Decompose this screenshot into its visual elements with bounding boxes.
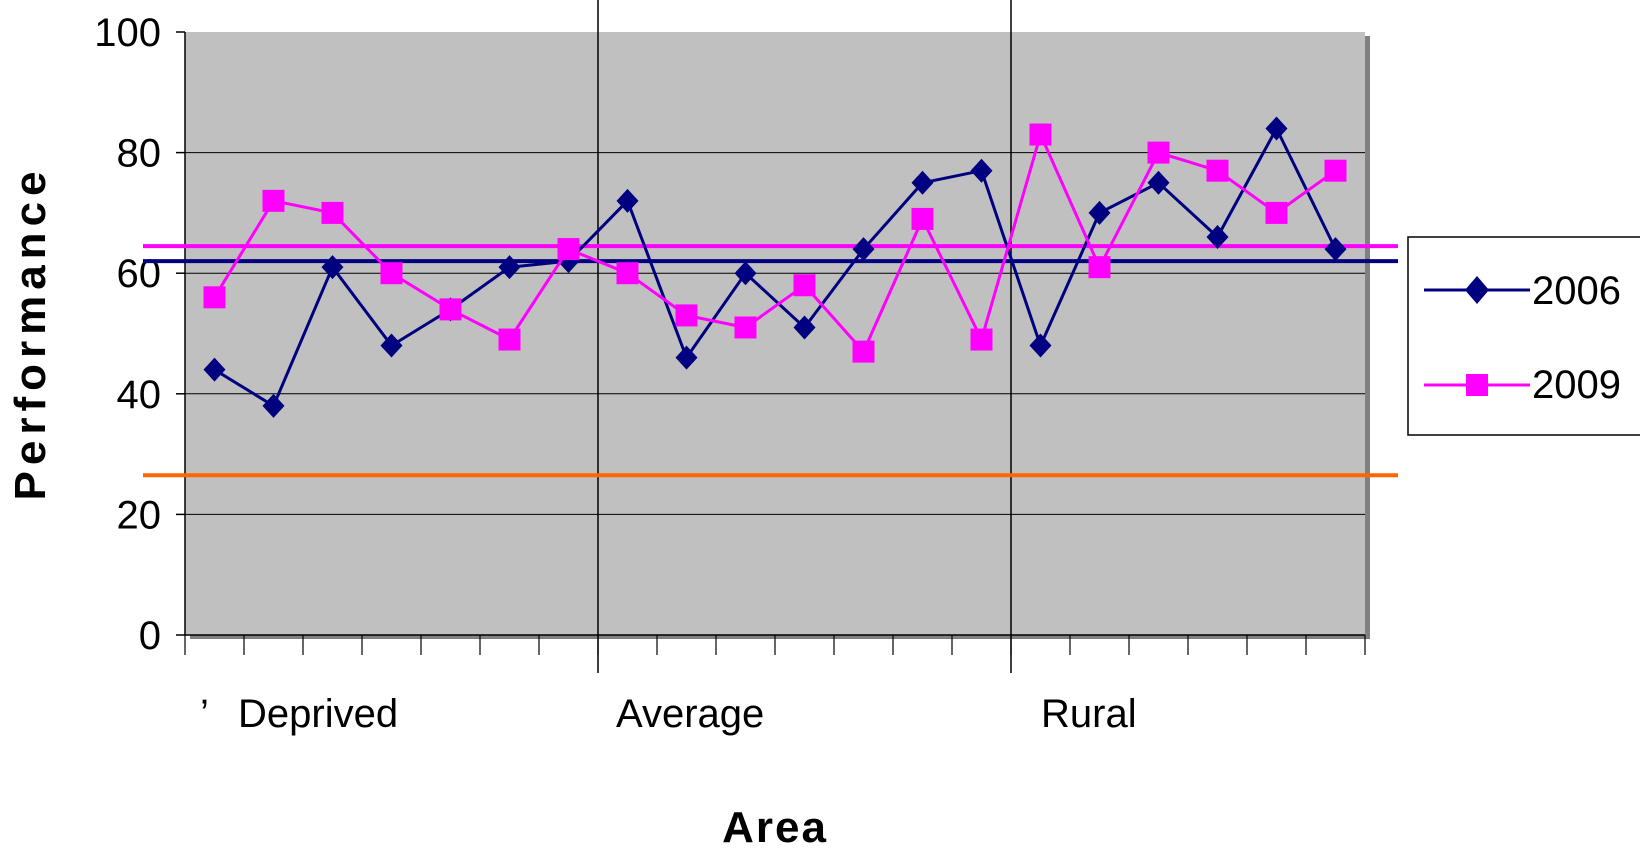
point-2009-6 <box>557 238 580 261</box>
point-2006-2 <box>321 255 344 280</box>
point-2009-14 <box>1029 123 1052 146</box>
point-2006-3 <box>380 333 403 358</box>
point-2009-15 <box>1088 256 1111 279</box>
point-2009-9 <box>734 316 757 339</box>
point-2009-10 <box>793 274 816 297</box>
point-2006-10 <box>793 315 816 340</box>
point-2006-1 <box>262 393 285 418</box>
point-2009-18 <box>1265 201 1288 224</box>
point-2006-15 <box>1088 200 1111 225</box>
y-tick-label-80: 80 <box>117 132 162 176</box>
point-2009-8 <box>675 304 698 327</box>
series-line-2006 <box>213 127 1337 408</box>
group-label-prefix-mark: ’ <box>200 692 209 736</box>
point-2009-19 <box>1324 159 1347 182</box>
point-2006-19 <box>1324 237 1347 262</box>
point-2009-5 <box>498 328 521 351</box>
point-2009-3 <box>380 262 403 285</box>
y-tick-label-60: 60 <box>117 252 162 296</box>
point-2006-7 <box>616 188 639 213</box>
point-2006-12 <box>911 170 934 195</box>
series-layer <box>203 116 1347 418</box>
point-2009-13 <box>970 328 993 351</box>
y-tick-label-0: 0 <box>139 614 161 658</box>
y-tick-label-100: 100 <box>94 11 161 55</box>
group-labels: Deprived Average Rural ’ <box>200 692 1137 736</box>
y-axis: 0 20 40 60 80 100 <box>94 11 186 658</box>
point-2009-4 <box>439 298 462 321</box>
group-label-rural: Rural <box>1041 692 1137 736</box>
y-tick-label-40: 40 <box>117 373 162 417</box>
point-2009-16 <box>1147 141 1170 164</box>
legend-diamond-marker-2006 <box>1465 276 1489 304</box>
point-2006-5 <box>498 255 521 280</box>
legend-label-2009: 2009 <box>1532 363 1621 407</box>
point-2006-17 <box>1206 225 1229 250</box>
group-dividers <box>597 0 1012 673</box>
point-2009-12 <box>911 207 934 230</box>
legend-box <box>1407 236 1640 436</box>
point-2009-7 <box>616 262 639 285</box>
point-2006-14 <box>1029 333 1052 358</box>
point-2006-0 <box>203 357 226 382</box>
legend-entry-2009: 2009 <box>1424 363 1621 407</box>
group-label-deprived: Deprived <box>238 692 398 736</box>
legend-square-marker-2009 <box>1466 374 1488 396</box>
point-2006-16 <box>1147 170 1170 195</box>
point-2009-11 <box>852 340 875 363</box>
plot-area <box>185 32 1365 635</box>
reference-lines <box>143 244 1398 478</box>
point-2006-9 <box>734 261 757 286</box>
legend: 2006 2009 <box>1407 236 1640 436</box>
point-2006-8 <box>675 345 698 370</box>
point-2009-1 <box>262 189 285 212</box>
point-2006-18 <box>1265 116 1288 141</box>
y-tick-label-20: 20 <box>117 493 162 537</box>
legend-entry-2006: 2006 <box>1424 269 1621 313</box>
x-axis-title: Area <box>722 803 828 852</box>
y-axis-title: Performance <box>6 165 55 500</box>
point-2009-2 <box>321 201 344 224</box>
point-2009-0 <box>203 286 226 309</box>
point-2009-17 <box>1206 159 1229 182</box>
legend-label-2006: 2006 <box>1532 269 1621 313</box>
x-axis <box>184 634 1366 655</box>
point-2006-11 <box>852 237 875 262</box>
group-label-average: Average <box>616 692 764 736</box>
point-2006-13 <box>970 158 993 183</box>
point-2006-6 <box>557 249 580 274</box>
